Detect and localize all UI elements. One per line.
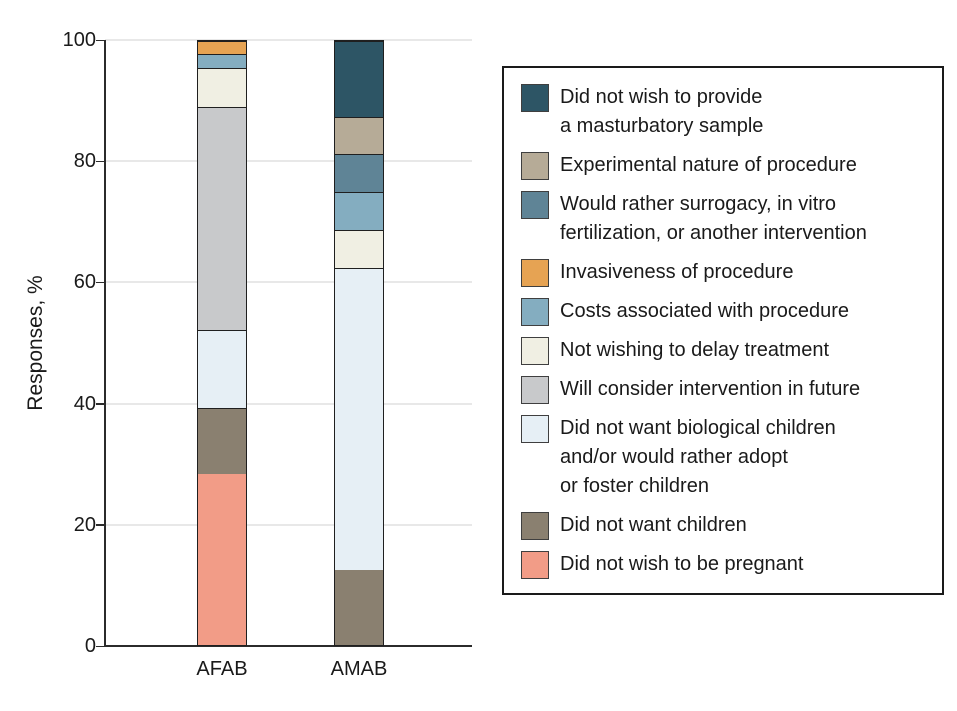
- legend-label-7: Did not want biological children and/or w…: [560, 414, 836, 501]
- legend-item-5: Not wishing to delay treatment: [521, 336, 934, 365]
- legend-swatch-1: [521, 152, 549, 180]
- legend-label-4: Costs associated with procedure: [560, 297, 849, 326]
- y-tick-100: [96, 39, 104, 41]
- legend-label-line: Did not want children: [560, 514, 747, 536]
- segment-amab: [335, 154, 383, 192]
- segment-afab: [198, 67, 246, 107]
- gridline-20: [105, 523, 472, 526]
- segment-afab: [198, 474, 246, 645]
- gridline-80: [105, 160, 472, 163]
- segment-afab: [198, 408, 246, 475]
- legend-label-8: Did not want children: [560, 511, 747, 540]
- y-tick-label-0: 0: [84, 635, 96, 657]
- y-tick-label-80: 80: [73, 150, 96, 173]
- legend-swatch-6: [521, 376, 549, 404]
- y-tick-60: [96, 281, 104, 284]
- gridline-40: [105, 402, 472, 405]
- legend-swatch-8: [521, 512, 549, 540]
- segment-afab: [198, 330, 246, 409]
- legend-swatch-9: [521, 551, 549, 579]
- legend-item-6: Will consider intervention in future: [521, 375, 934, 404]
- segment-afab: [198, 106, 246, 331]
- segment-amab: [335, 192, 383, 230]
- legend-label-line: Would rather surrogacy, in vitro: [560, 193, 837, 215]
- legend-label-line: Not wishing to delay treatment: [560, 339, 830, 361]
- y-tick-label-40: 40: [73, 392, 96, 415]
- y-tick-80: [96, 160, 104, 163]
- legend-label-line: Experimental nature of procedure: [560, 154, 857, 176]
- segment-afab: [198, 41, 246, 55]
- segment-afab: [198, 54, 246, 68]
- legend-label-1: Experimental nature of procedure: [560, 151, 857, 180]
- segment-amab: [335, 229, 383, 268]
- legend-label-3: Invasiveness of procedure: [560, 258, 793, 287]
- legend-item-4: Costs associated with procedure: [521, 297, 934, 326]
- legend-item-1: Experimental nature of procedure: [521, 151, 934, 180]
- legend-item-0: Did not wish to provide a masturbatory sa…: [521, 83, 934, 141]
- x-label-amab: AMAB: [330, 658, 388, 680]
- legend-swatch-7: [521, 415, 549, 443]
- legend-label-line: Costs associated with procedure: [560, 300, 850, 322]
- legend-swatch-3: [521, 259, 549, 287]
- y-axis-title: Responses, %: [24, 275, 47, 411]
- legend-label-line: Did not wish to be pregnant: [560, 553, 804, 575]
- x-label-afab: AFAB: [196, 658, 248, 680]
- legend-swatch-4: [521, 298, 549, 326]
- y-axis-line: [104, 40, 106, 647]
- segment-amab: [335, 41, 383, 117]
- y-tick-label-20: 20: [73, 513, 96, 536]
- legend-swatch-2: [521, 191, 549, 219]
- legend-label-9: Did not wish to be pregnant: [560, 550, 804, 579]
- legend-label-line: Invasiveness of procedure: [560, 261, 794, 283]
- legend-item-2: Would rather surrogacy, in vitro fertiliz…: [521, 190, 934, 248]
- legend-swatch-5: [521, 337, 549, 365]
- legend-label-0: Did not wish to provide a masturbatory sa…: [560, 83, 763, 141]
- legend-item-3: Invasiveness of procedure: [521, 258, 934, 287]
- legend-label-6: Will consider intervention in future: [560, 375, 860, 404]
- y-tick-label-100: 100: [62, 29, 96, 51]
- y-tick-0: [96, 645, 104, 647]
- legend-label-line: Did not wish to provide: [560, 86, 763, 108]
- y-tick-label-60: 60: [73, 271, 96, 294]
- x-axis-line: [104, 645, 472, 647]
- gridline-100: [105, 39, 472, 41]
- bar-afab: [197, 40, 247, 646]
- legend-label-line: Did not want biological children: [560, 417, 836, 439]
- legend: Did not wish to provide a masturbatory sa…: [502, 66, 944, 595]
- segment-amab: [335, 267, 383, 570]
- legend-label-line: fertilization, or another intervention: [560, 222, 867, 244]
- segment-amab: [335, 569, 383, 645]
- legend-label-line: a masturbatory sample: [560, 115, 764, 137]
- legend-label-line: and/or would rather adopt: [560, 446, 788, 468]
- legend-swatch-0: [521, 84, 549, 112]
- legend-item-7: Did not want biological children and/or w…: [521, 414, 934, 501]
- segment-amab: [335, 116, 383, 155]
- legend-item-8: Did not want children: [521, 511, 934, 540]
- legend-label-5: Not wishing to delay treatment: [560, 336, 829, 365]
- legend-label-line: Will consider intervention in future: [560, 378, 861, 400]
- y-tick-20: [96, 524, 104, 526]
- y-tick-40: [96, 403, 104, 405]
- bar-amab: [334, 40, 384, 646]
- legend-label-2: Would rather surrogacy, in vitro fertiliz…: [560, 190, 867, 248]
- legend-item-9: Did not wish to be pregnant: [521, 550, 934, 579]
- legend-label-line: or foster children: [560, 475, 709, 497]
- gridline-60: [105, 281, 472, 284]
